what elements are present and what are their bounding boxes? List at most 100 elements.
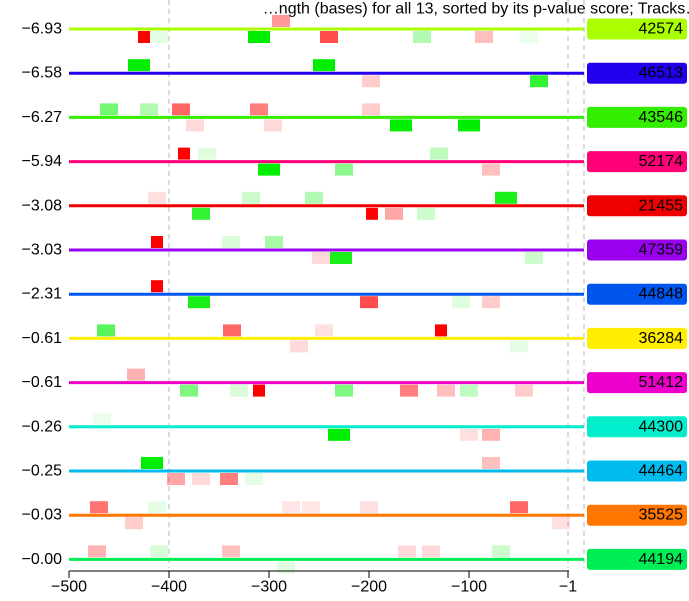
motif-hit-marker (180, 384, 198, 397)
motif-hit-marker (360, 501, 378, 514)
motif-hit-marker (305, 191, 323, 204)
track-row: −3.03 47359 (22, 236, 687, 264)
motif-hit-marker (417, 207, 435, 220)
x-tick-label: −200 (351, 578, 387, 595)
track-id-box (587, 151, 687, 173)
track-id-box (587, 239, 687, 261)
track-id-label: 43546 (639, 109, 684, 126)
motif-hit-marker (223, 324, 241, 337)
track-id-box (587, 195, 687, 217)
motif-hit-marker (222, 545, 240, 558)
motif-hit-marker (495, 191, 517, 204)
x-tick-label: −500 (51, 578, 87, 595)
track-id-box (587, 504, 687, 526)
track-row: −6.93 42574 (22, 15, 687, 43)
x-tick-label: −100 (451, 578, 487, 595)
track-row: −6.58 46513 (22, 59, 687, 88)
track-id-label: 21455 (639, 197, 684, 214)
motif-hit-marker (400, 384, 418, 397)
track-score-label: −2.31 (22, 286, 63, 303)
motif-hit-marker (188, 296, 210, 309)
track-id-box (587, 460, 687, 482)
motif-hit-marker (141, 457, 163, 469)
track-id-label: 44300 (639, 418, 684, 435)
track-row: −0.61 36284 (22, 324, 687, 353)
track-score-label: −3.08 (22, 197, 63, 214)
motif-hit-marker (148, 501, 166, 514)
motif-hit-marker (128, 59, 150, 72)
motif-hit-marker (264, 119, 282, 132)
motif-hit-marker (253, 384, 265, 397)
track-id-box (587, 372, 687, 394)
track-row: −0.26 44300 (22, 412, 687, 441)
motif-hit-marker (258, 163, 280, 176)
motif-hit-marker (552, 517, 570, 530)
x-tick-label: −300 (251, 578, 287, 595)
motif-hit-marker (328, 428, 350, 441)
motif-hit-marker (390, 119, 412, 132)
track-id-label: 44464 (639, 463, 684, 480)
motif-hit-marker (167, 473, 185, 485)
track-row: −0.03 35525 (22, 501, 687, 530)
track-row: −2.31 44848 (22, 280, 687, 309)
motif-hit-marker (385, 207, 403, 220)
track-row: −0.61 51412 (22, 368, 687, 397)
track-id-box (587, 548, 687, 570)
motif-hit-marker (458, 119, 480, 132)
motif-hit-marker (422, 545, 440, 558)
motif-hit-marker (222, 236, 240, 248)
motif-hit-marker (335, 384, 353, 397)
motif-hit-marker (510, 501, 528, 514)
track-score-label: −5.94 (22, 153, 63, 170)
motif-hit-marker (320, 31, 338, 43)
plot-title-group: …ngth (bases) for all 13, sorted by its … (263, 0, 689, 17)
motif-hit-marker (413, 31, 431, 43)
motif-hit-marker (330, 252, 352, 264)
track-row: −0.00 44194 (22, 545, 687, 574)
motif-hit-marker (192, 473, 210, 485)
motif-hit-marker (242, 191, 260, 204)
track-id-label: 42574 (639, 21, 684, 38)
x-tick-label: −400 (151, 578, 187, 595)
motif-hit-marker (362, 75, 380, 88)
motif-hit-marker (315, 324, 333, 337)
motif-hit-marker (460, 428, 478, 441)
motif-hit-marker (151, 280, 163, 293)
motif-hit-marker (250, 103, 268, 116)
motif-hit-marker (150, 545, 168, 558)
motif-hit-marker (437, 384, 455, 397)
motif-hit-marker (97, 324, 115, 337)
motif-hit-marker (186, 119, 204, 132)
motif-hit-marker (172, 103, 190, 116)
track-id-box (587, 416, 687, 438)
motif-hit-marker (127, 368, 145, 381)
track-id-box (587, 106, 687, 128)
motif-hit-marker (140, 103, 158, 116)
motif-hit-marker (312, 252, 330, 264)
track-score-label: −0.26 (22, 418, 63, 435)
motif-hit-marker (272, 15, 290, 27)
track-score-label: −0.00 (22, 551, 63, 568)
motif-hit-marker (90, 501, 108, 514)
motif-hit-marker (290, 340, 308, 353)
motif-hit-marker (88, 545, 106, 558)
track-score-label: −0.25 (22, 463, 63, 480)
motif-hit-marker (335, 163, 353, 176)
motif-hit-marker (282, 501, 300, 514)
motif-hit-marker (482, 296, 500, 309)
motif-hit-marker (150, 31, 168, 43)
track-score-label: −6.58 (22, 65, 63, 82)
motif-hit-marker (452, 296, 470, 309)
motif-hit-marker (125, 517, 143, 530)
motif-hit-marker (475, 31, 493, 43)
track-id-label: 44848 (639, 286, 684, 303)
motif-hit-marker (277, 561, 295, 574)
track-rows: −6.93 42574 −6.58 46513 −6.27 43546 −5.94 52174… (22, 15, 687, 574)
track-id-box (587, 283, 687, 305)
track-row: −3.08 21455 (22, 191, 687, 220)
motif-hit-marker (430, 147, 448, 160)
track-score-label: −6.93 (22, 21, 63, 38)
x-tick-label: −1 (559, 578, 577, 595)
motif-hit-marker (302, 501, 320, 514)
